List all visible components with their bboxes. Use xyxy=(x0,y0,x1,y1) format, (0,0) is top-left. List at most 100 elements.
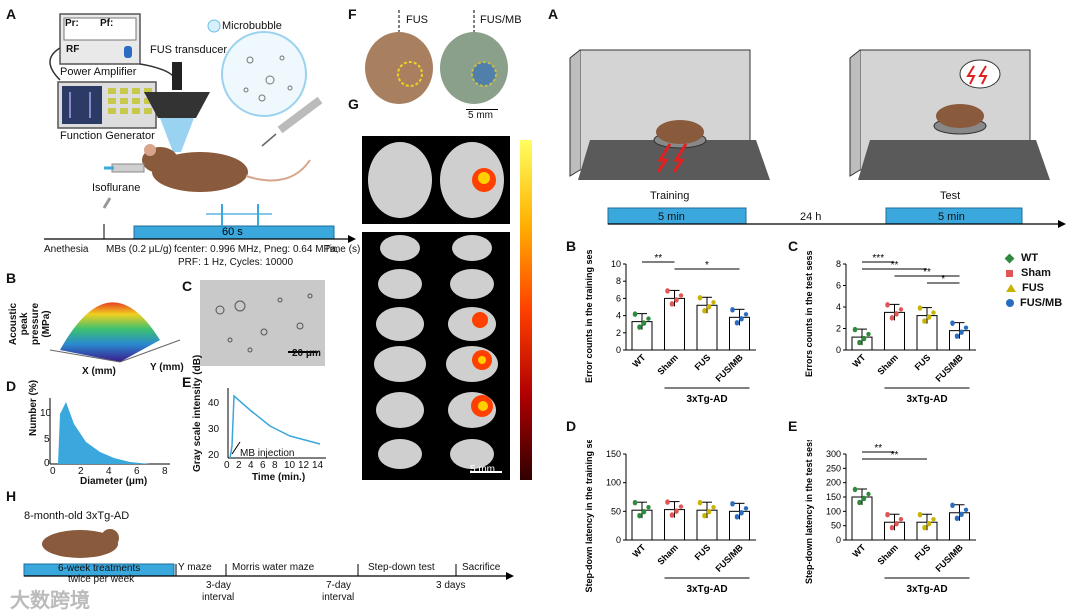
microbubble-label: Microbubble xyxy=(222,20,282,32)
data-point xyxy=(646,504,651,510)
legend-label-wt: WT xyxy=(1021,252,1039,264)
legend-item: FUS xyxy=(1006,282,1062,294)
data-point xyxy=(641,321,647,326)
data-point xyxy=(697,500,703,506)
y-tick-label: 4 xyxy=(616,311,621,321)
params-line1: fcenter: 0.996 MHz, Pneg: 0.64 MPa, xyxy=(174,244,339,255)
panel-label-d-right: D xyxy=(566,418,577,434)
legend-item: FUS/MB xyxy=(1006,297,1062,309)
data-point xyxy=(866,491,871,497)
d-left-xtick-2: 4 xyxy=(106,466,112,477)
x-tick-label: Sham xyxy=(656,352,680,376)
data-point xyxy=(665,500,670,505)
data-point xyxy=(885,303,890,308)
triangle-icon xyxy=(1006,284,1016,292)
y-tick-label: 200 xyxy=(826,478,841,488)
intensity-line xyxy=(229,394,321,459)
data-point xyxy=(885,513,890,518)
data-point xyxy=(678,504,684,509)
mbs-label: MBs (0.2 μL/g) xyxy=(106,244,172,255)
data-point xyxy=(959,330,964,335)
amp-rf-label: RF xyxy=(66,44,80,55)
anesthesia-label: Anethesia xyxy=(44,244,89,255)
h-int2b: interval xyxy=(322,592,355,603)
h-treat2: twice per week xyxy=(68,574,135,585)
panel-label-e-right: E xyxy=(788,418,798,434)
y-axis-label: Error counts in the training session xyxy=(584,250,594,383)
training-duration: 5 min xyxy=(658,211,685,223)
panel-b-left-xlabel: X (mm) xyxy=(82,366,116,377)
circle-icon xyxy=(1006,299,1014,307)
amp-pr-label: Pr: xyxy=(65,18,79,29)
data-point xyxy=(950,503,955,508)
y-tick-label: 150 xyxy=(606,449,621,459)
x-tick-label: FUS/MB xyxy=(933,542,965,574)
data-point xyxy=(954,334,960,339)
panel-e-left-ylabel: Gray scale intensity (dB) xyxy=(192,354,203,472)
amp-knob-icon xyxy=(124,46,132,58)
y-tick-label: 100 xyxy=(606,478,621,488)
x-tick-label: Sham xyxy=(876,542,900,566)
y-tick-label: 8 xyxy=(836,259,841,269)
data-point xyxy=(706,305,712,310)
group-label: 3xTg-AD xyxy=(686,584,727,595)
group-label: 3xTg-AD xyxy=(906,394,947,405)
params-line2: PRF: 1 Hz, Cycles: 10000 xyxy=(178,257,294,268)
d-left-xtick-4: 8 xyxy=(162,466,168,477)
x-tick-label: FUS xyxy=(693,542,713,562)
panel-label-d-left: D xyxy=(6,378,17,394)
y-tick-label: 8 xyxy=(616,276,621,286)
h-int1a: 3-day xyxy=(206,580,232,591)
data-point xyxy=(917,306,923,311)
data-point xyxy=(641,509,647,515)
data-point xyxy=(931,310,936,315)
panel-f-scale: 5 mm xyxy=(468,110,493,121)
group-label: 3xTg-AD xyxy=(906,584,947,595)
h-morris: Morris water maze xyxy=(232,562,315,573)
panel-label-a-right: A xyxy=(548,6,559,22)
data-point xyxy=(669,302,675,307)
h-sacrifice: Sacrifice xyxy=(462,562,501,573)
thought-bubble xyxy=(959,59,1001,89)
data-point xyxy=(674,509,679,514)
data-point xyxy=(743,506,749,511)
y-axis-label: Step-down latency in the test session (s… xyxy=(804,440,814,584)
data-point xyxy=(922,319,927,324)
e-left-xtick-4: 8 xyxy=(272,460,278,471)
y-tick-label: 0 xyxy=(616,535,621,545)
gap-label: 24 h xyxy=(800,211,822,223)
timeline-60s: 60 s xyxy=(222,226,243,238)
data-point xyxy=(898,307,904,312)
e-left-xtick-7: 14 xyxy=(312,460,324,471)
mouse-test xyxy=(936,104,984,128)
x-tick-label: Sham xyxy=(656,542,680,566)
data-point xyxy=(889,526,895,531)
chart-d: 0 50 100 150 Step-down latency in the traini… xyxy=(584,440,756,595)
data-point xyxy=(734,515,740,520)
data-point xyxy=(861,336,867,342)
legend-label-fus: FUS xyxy=(1022,282,1044,294)
significance-label: ** xyxy=(891,450,899,461)
panel-c-left-scale: 20 μm xyxy=(292,348,321,359)
panel-label-b-left: B xyxy=(6,270,17,286)
legend: WT Sham FUS FUS/MB xyxy=(1004,252,1062,309)
pressure-surface xyxy=(60,302,160,362)
y-tick-label: 50 xyxy=(611,506,621,516)
data-point xyxy=(898,517,904,522)
panel-label-e-left: E xyxy=(182,374,192,390)
data-point xyxy=(963,325,969,330)
panel-b-left-ylabel2: Y (mm) xyxy=(150,362,184,373)
x-tick-label: FUS xyxy=(693,352,713,372)
data-point xyxy=(711,504,716,510)
h-treat: 6-week treatments xyxy=(58,563,141,574)
amp-pf-label: Pf: xyxy=(100,18,114,29)
significance-label: ** xyxy=(654,253,662,264)
data-point xyxy=(706,509,712,515)
significance-label: *** xyxy=(872,253,884,264)
x-tick-label: WT xyxy=(850,352,867,369)
fus-transducer xyxy=(144,92,210,118)
data-point xyxy=(857,500,862,506)
e-left-xtick-3: 6 xyxy=(260,460,266,471)
shock-icon xyxy=(656,143,672,173)
x-tick-label: FUS/MB xyxy=(933,352,965,384)
